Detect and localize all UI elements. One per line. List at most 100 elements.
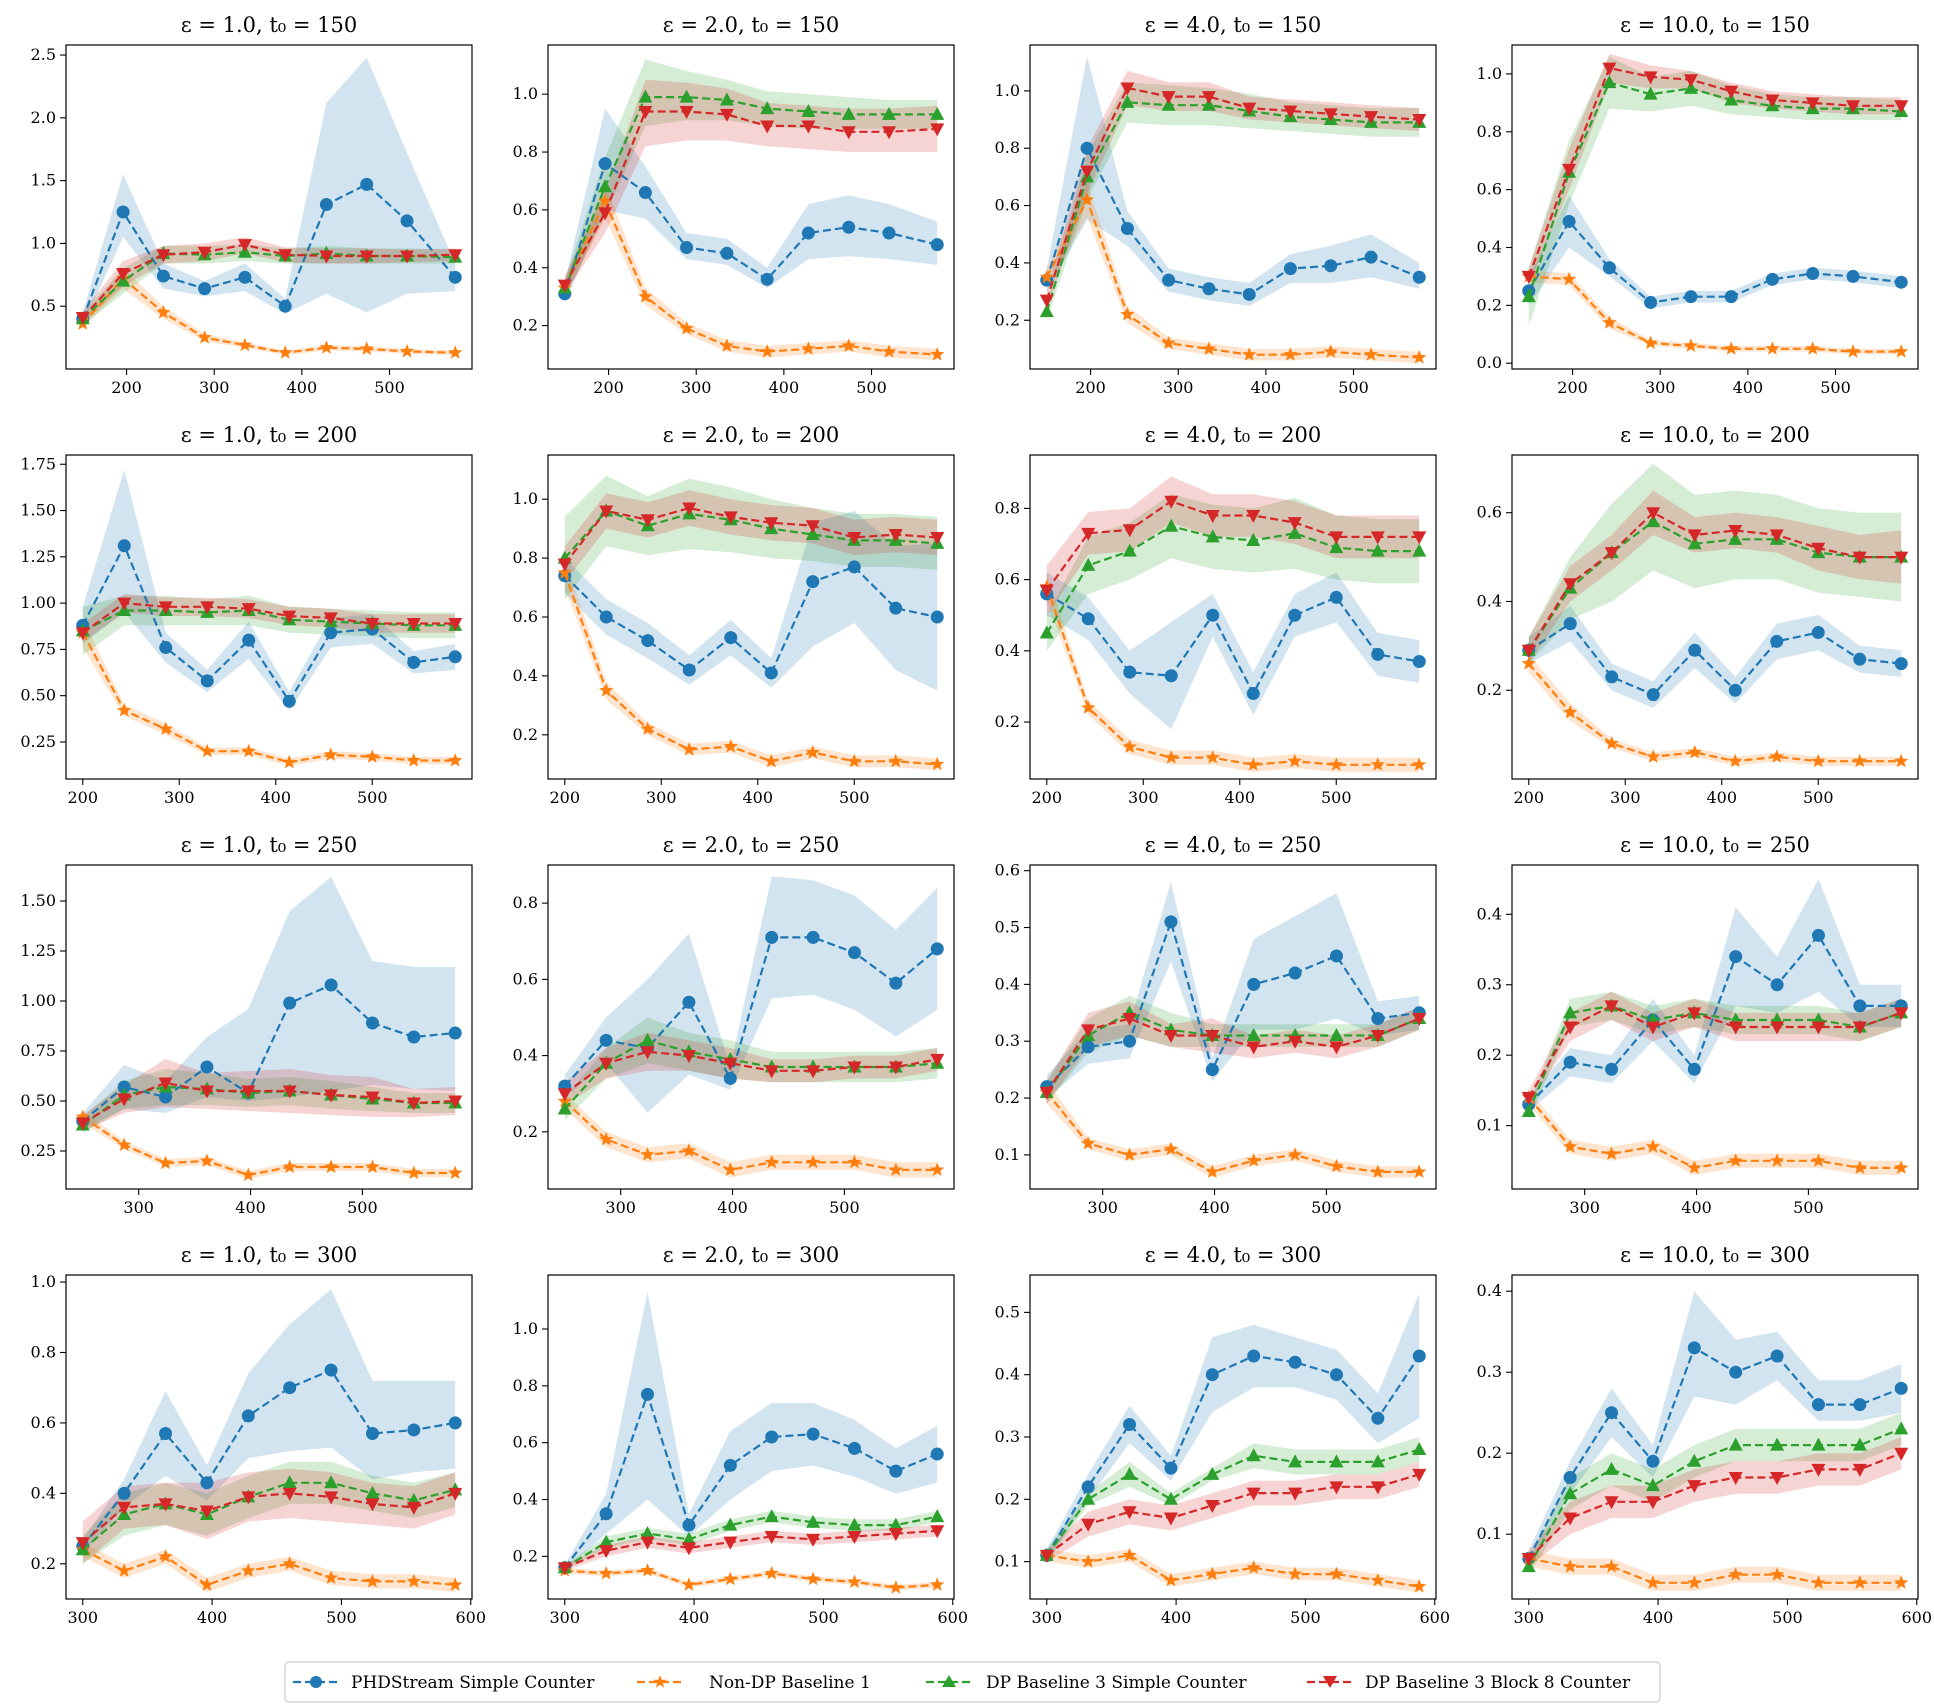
data-point-triangle-up: [1246, 1448, 1261, 1462]
series-line-nondp: [1045, 197, 1420, 359]
data-point-triangle-down: [806, 1065, 821, 1079]
series-markers-nondp: [1521, 1551, 1909, 1589]
data-point-star: [930, 1577, 945, 1591]
data-point-circle: [407, 655, 421, 669]
data-point-star: [1287, 1147, 1303, 1161]
data-point-triangle-down: [323, 612, 338, 626]
series-line-dp-block: [1527, 1004, 1902, 1098]
data-point-star: [1039, 269, 1054, 284]
data-point-triangle-up: [805, 527, 820, 541]
data-point-triangle-down: [723, 1536, 738, 1550]
plot-frame: [547, 1274, 955, 1600]
data-point-circle: [1247, 977, 1261, 991]
subplot-4-3: 0.1 0.2 0.3 0.4 0.5 300 400 500 600 ε = 4.0, t₀ =…: [995, 1243, 1450, 1627]
series-line-dp-block: [1046, 1473, 1420, 1557]
data-point-circle: [682, 663, 696, 677]
data-point-triangle-down: [1894, 100, 1909, 114]
data-point-triangle-down: [806, 1533, 821, 1547]
plot-frame: [1029, 44, 1437, 370]
data-point-circle: [765, 930, 779, 944]
data-point-star: [1852, 1575, 1867, 1589]
data-point-triangle-up: [1370, 1454, 1385, 1468]
data-point-triangle-down: [841, 126, 856, 140]
data-point-circle: [1644, 295, 1658, 309]
data-point-triangle-down: [1562, 163, 1577, 177]
data-point-triangle-up: [1563, 1486, 1578, 1500]
data-point-star: [448, 345, 463, 359]
data-point-triangle-down: [1894, 551, 1909, 565]
confidence-band-nondp: [1046, 182, 1420, 364]
data-point-circle: [1806, 267, 1820, 281]
confidence-band-dp-simple: [1046, 1437, 1420, 1562]
data-point-star: [764, 1565, 779, 1580]
data-point-triangle-up: [640, 1526, 655, 1540]
data-point-star: [847, 753, 862, 768]
data-point-star: [1370, 1164, 1385, 1178]
data-point-star: [764, 1154, 779, 1169]
data-point-circle: [1729, 950, 1743, 964]
data-point-circle: [1081, 612, 1095, 626]
data-point-circle: [1811, 626, 1825, 640]
data-point-star: [1563, 1559, 1578, 1573]
data-point-star: [1287, 1566, 1303, 1581]
data-point-star: [1604, 1146, 1619, 1160]
series-markers-dp-block: [75, 239, 463, 326]
data-point-triangle-up: [1412, 543, 1427, 557]
data-point-star: [1412, 350, 1427, 364]
subplot-3-1: 0.25 0.50 0.75 1.00 1.25 1.50 300 400 500 ε = 1.0…: [20, 833, 473, 1217]
series-markers-dp-block: [557, 1525, 945, 1576]
series-line-nondp: [563, 198, 938, 356]
series-line-dp-block: [563, 506, 938, 565]
y-tick-label: 0.1: [995, 1552, 1020, 1571]
plot-frame: [65, 1274, 473, 1600]
legend-label-phdstream: PHDStream Simple Counter: [351, 1673, 595, 1693]
data-point-triangle-down: [1323, 108, 1338, 122]
y-tick-label: 0.8: [513, 142, 538, 161]
data-point-star: [282, 1159, 297, 1174]
x-tick-label: 400: [260, 788, 291, 807]
data-point-star: [1163, 1572, 1179, 1587]
data-point-triangle-up: [1811, 1437, 1826, 1451]
series-markers-phdstream: [76, 177, 462, 326]
series-markers-dp-simple: [557, 89, 945, 294]
data-point-star: [117, 1137, 132, 1152]
data-point-triangle-down: [1081, 1024, 1096, 1038]
data-point-star: [1643, 335, 1658, 349]
subplot-1-2: 0.2 0.4 0.6 0.8 1.0 200 300 400 500 ε = 2.0, t₀ =…: [513, 13, 955, 397]
plot-frame: [1511, 454, 1919, 780]
confidence-band-dp-block: [1528, 1437, 1902, 1567]
data-point-star: [1287, 753, 1302, 768]
series-line-nondp: [1528, 275, 1902, 353]
data-point-star: [1687, 1575, 1702, 1589]
series-line-phdstream: [81, 183, 457, 320]
x-tick-label: 400: [1161, 1608, 1192, 1627]
data-point-star: [1645, 1139, 1661, 1153]
x-tick-label: 300: [199, 378, 230, 397]
data-point-triangle-down: [1412, 1012, 1427, 1026]
data-point-circle: [1646, 1454, 1660, 1468]
data-point-triangle-down: [278, 249, 293, 263]
data-point-star: [1894, 1160, 1909, 1174]
plot-frame: [1511, 44, 1919, 370]
data-point-triangle-up: [681, 1531, 696, 1545]
data-point-triangle-down: [1370, 1030, 1385, 1044]
y-tick-label: 0.6: [31, 1413, 56, 1432]
data-point-triangle-down: [1646, 507, 1661, 521]
plot-frame: [547, 864, 955, 1190]
data-point-triangle-down: [1770, 1472, 1785, 1485]
data-point-triangle-down: [1852, 1463, 1867, 1477]
y-tick-label: 0.3: [995, 1031, 1020, 1050]
confidence-band-dp-simple: [1528, 463, 1902, 664]
data-point-triangle-down: [365, 1091, 380, 1105]
y-tick-label: 0.4: [1477, 1281, 1502, 1300]
data-point-triangle-up: [1563, 1005, 1578, 1019]
data-point-triangle-down: [1120, 82, 1135, 96]
data-point-triangle-up: [365, 1485, 380, 1499]
data-point-star: [1122, 739, 1137, 753]
data-point-circle: [599, 1033, 613, 1047]
data-point-circle: [847, 946, 861, 960]
data-point-triangle-up: [760, 101, 775, 115]
y-tick-label: 0.8: [995, 138, 1020, 157]
data-point-triangle-down: [882, 126, 897, 140]
data-point-star: [241, 743, 256, 758]
